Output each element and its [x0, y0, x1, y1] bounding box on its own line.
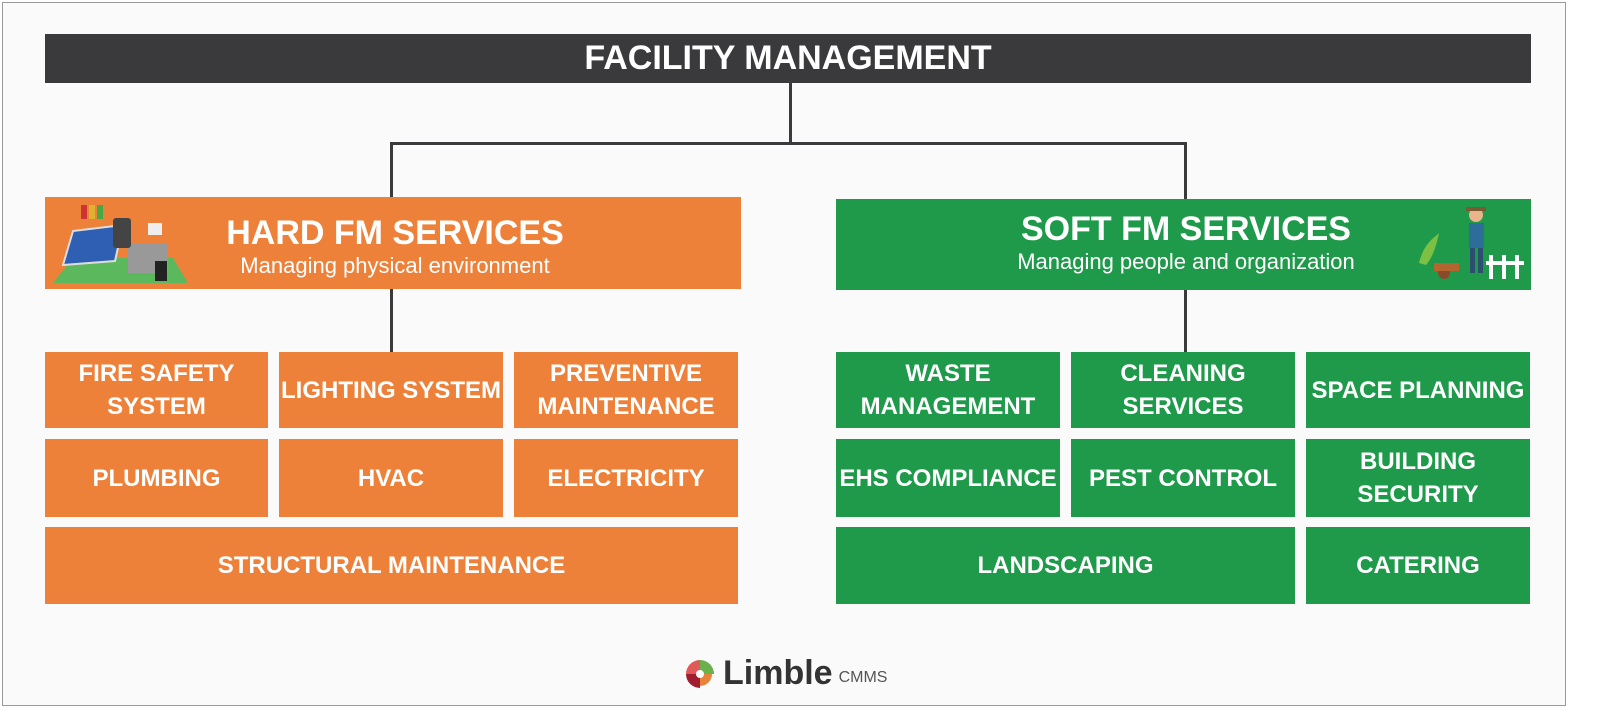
gardener-illustration-icon — [1419, 207, 1524, 279]
soft-fm-title: SOFT FM SERVICES — [1021, 210, 1351, 248]
service-space-planning: SPACE PLANNING — [1306, 352, 1530, 428]
gear-logo-icon — [686, 660, 714, 688]
connector — [390, 142, 393, 198]
service-pest-control: PEST CONTROL — [1071, 439, 1295, 517]
solar-panel-illustration-icon — [53, 205, 188, 283]
service-landscaping: LANDSCAPING — [836, 527, 1295, 604]
limble-logo: Limble CMMS — [683, 655, 887, 691]
service-waste-management: WASTE MANAGEMENT — [836, 352, 1060, 428]
service-cleaning-services: CLEANING SERVICES — [1071, 352, 1295, 428]
service-electricity: ELECTRICITY — [514, 439, 738, 517]
connector — [390, 142, 1187, 145]
hard-fm-header: HARD FM SERVICES Managing physical envir… — [45, 197, 741, 289]
service-plumbing: PLUMBING — [45, 439, 268, 517]
logo-suffix: CMMS — [838, 669, 888, 686]
connector — [390, 289, 393, 352]
diagram-title: FACILITY MANAGEMENT — [45, 34, 1531, 83]
service-lighting-system: LIGHTING SYSTEM — [279, 352, 503, 428]
service-preventive-maintenance: PREVENTIVE MAINTENANCE — [514, 352, 738, 428]
connector — [1184, 142, 1187, 200]
hard-fm-subtitle: Managing physical environment — [240, 253, 550, 278]
service-structural-maintenance: STRUCTURAL MAINTENANCE — [45, 527, 738, 604]
service-hvac: HVAC — [279, 439, 503, 517]
service-ehs-compliance: EHS COMPLIANCE — [836, 439, 1060, 517]
logo-name: Limble — [723, 654, 833, 692]
hard-fm-title: HARD FM SERVICES — [226, 214, 564, 252]
service-fire-safety-system: FIRE SAFETY SYSTEM — [45, 352, 268, 428]
connector — [1184, 290, 1187, 352]
service-building-security: BUILDING SECURITY — [1306, 439, 1530, 517]
soft-fm-subtitle: Managing people and organization — [1017, 249, 1355, 274]
soft-fm-header: SOFT FM SERVICES Managing people and org… — [836, 199, 1531, 290]
service-catering: CATERING — [1306, 527, 1530, 604]
connector — [789, 83, 792, 144]
